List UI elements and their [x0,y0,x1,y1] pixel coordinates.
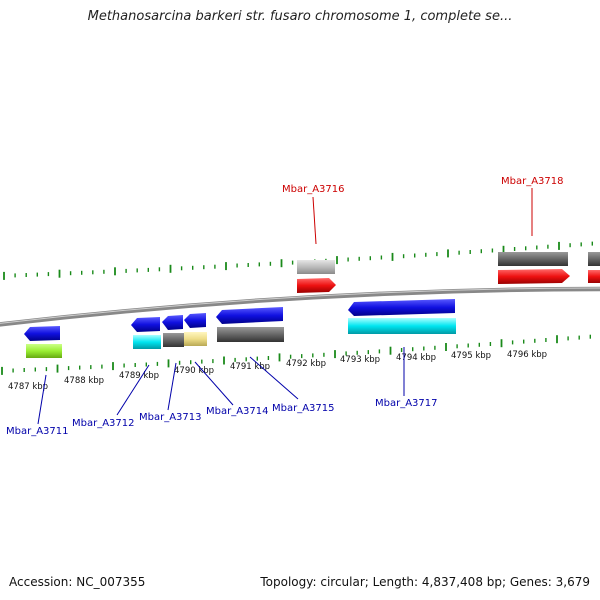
gene-label-mbar-a3718[interactable]: Mbar_A3718 [501,176,564,187]
gene-box-grey [163,333,184,347]
scale-label: 4787 kbp [8,382,48,392]
gene-box-grey-top [498,252,568,266]
gene-label-mbar-a3712[interactable]: Mbar_A3712 [72,418,135,429]
genome-summary-text: Topology: circular; Length: 4,837,408 bp… [260,575,590,589]
gene-label-mbar-a3717[interactable]: Mbar_A3717 [375,398,438,409]
gene-label-mbar-a3715[interactable]: Mbar_A3715 [272,403,335,414]
scale-label: 4792 kbp [286,359,326,369]
gene-label-mbar-a3711[interactable]: Mbar_A3711 [6,426,69,437]
gene-label-mbar-a3713[interactable]: Mbar_A3713 [139,412,202,423]
scale-label: 4791 kbp [230,362,270,372]
gene-arrow-mbar-a3713[interactable] [162,315,183,330]
outer-tick-marks [3,241,593,280]
gene-arrow-mbar-a3714[interactable] [184,313,206,328]
gene-box-cyan [133,335,161,349]
gene-box-khaki [184,332,207,346]
scale-label: 4793 kbp [340,355,380,365]
gene-box-lightgrey [297,260,335,274]
gene-arrow-partial [588,270,600,283]
map-title: Methanosarcina barkeri str. fusaro chrom… [87,9,513,24]
gene-arrow-mbar-a3718[interactable] [498,269,570,284]
gene-arrow-mbar-a3717[interactable] [348,299,455,316]
gene-label-mbar-a3716[interactable]: Mbar_A3716 [282,184,345,195]
gene-arrow-mbar-a3712[interactable] [131,317,160,332]
forward-strand-features [297,252,600,293]
inner-tick-marks [1,334,591,375]
reverse-strand-features [24,299,456,358]
gene-arrow-mbar-a3716[interactable] [297,278,336,293]
gene-arrow-mbar-a3711[interactable] [24,326,60,341]
gene-box-lime [26,344,62,358]
scale-label: 4795 kbp [451,351,491,361]
gene-label-mbar-a3714[interactable]: Mbar_A3714 [206,406,269,417]
gene-box-cyan-long [348,318,456,334]
scale-label: 4789 kbp [119,371,159,381]
gene-box-darkgrey [217,327,284,342]
scale-label: 4788 kbp [64,376,104,386]
chromosome-backbone [0,286,600,327]
gene-arrow-mbar-a3715[interactable] [216,307,283,324]
scale-label: 4796 kbp [507,350,547,360]
gene-label-leaders [37,188,533,425]
scale-label: 4794 kbp [396,353,436,363]
gene-box-grey-partial [588,252,600,266]
accession-text: Accession: NC_007355 [9,575,146,589]
scale-labels: 4787 kbp 4788 kbp 4789 kbp 4790 kbp 4791… [8,350,547,392]
scale-label: 4790 kbp [174,366,214,376]
gene-labels: Mbar_A3711 Mbar_A3712 Mbar_A3713 Mbar_A3… [6,176,564,437]
